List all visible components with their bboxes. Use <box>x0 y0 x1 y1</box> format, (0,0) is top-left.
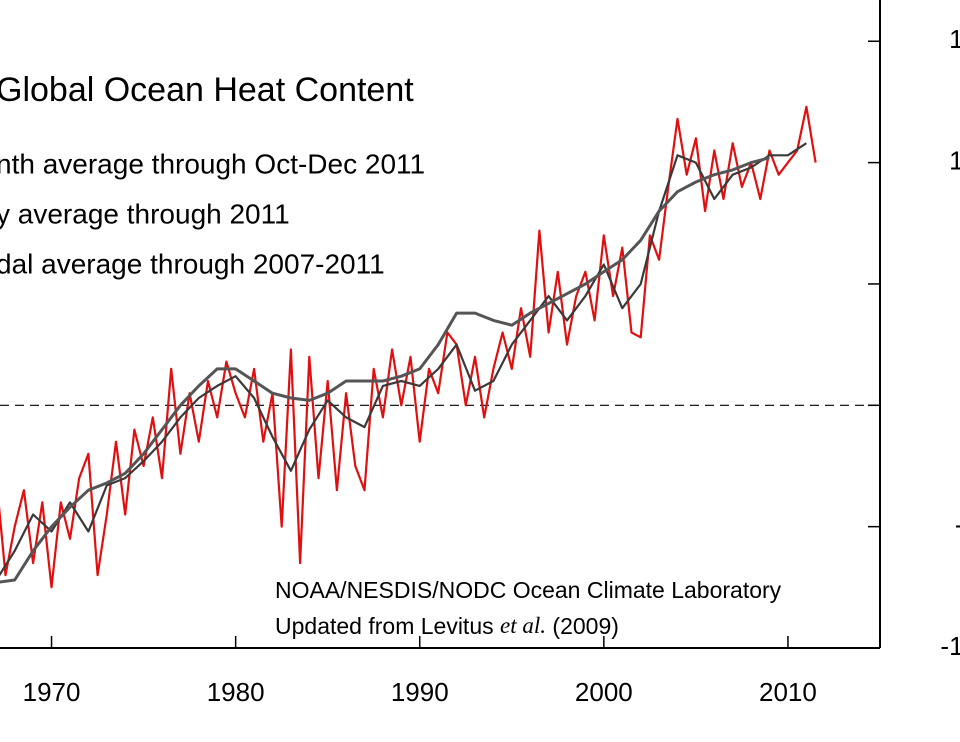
series-line <box>0 105 817 589</box>
legend-label: y average through 2011 <box>0 198 290 229</box>
x-tick-label: 2000 <box>575 677 633 707</box>
y-tick-label: -5 <box>955 510 960 540</box>
legend-label: dal average through 2007-2011 <box>0 248 385 279</box>
series-line <box>0 156 770 584</box>
series-line <box>0 142 808 577</box>
chart-title: Global Ocean Heat Content <box>0 71 414 109</box>
annotation: (2009) <box>552 613 618 639</box>
annotation: NOAA/NESDIS/NODC Ocean Climate Laborator… <box>275 577 782 603</box>
x-tick-label: 1970 <box>23 677 81 707</box>
y-tick-label: 15 <box>949 24 960 54</box>
y-tick-label: -10 <box>940 631 960 661</box>
legend-label: nth average through Oct-Dec 2011 <box>0 148 425 179</box>
annotation: Updated from Levitus et al. (2009) <box>275 613 619 639</box>
x-tick-label: 2010 <box>759 677 817 707</box>
x-tick-label: 1990 <box>391 677 449 707</box>
annotation: Updated from Levitus <box>275 613 494 639</box>
x-tick-label: 1980 <box>207 677 265 707</box>
y-tick-label: 10 <box>949 145 960 175</box>
annotation: et al. <box>500 613 546 638</box>
